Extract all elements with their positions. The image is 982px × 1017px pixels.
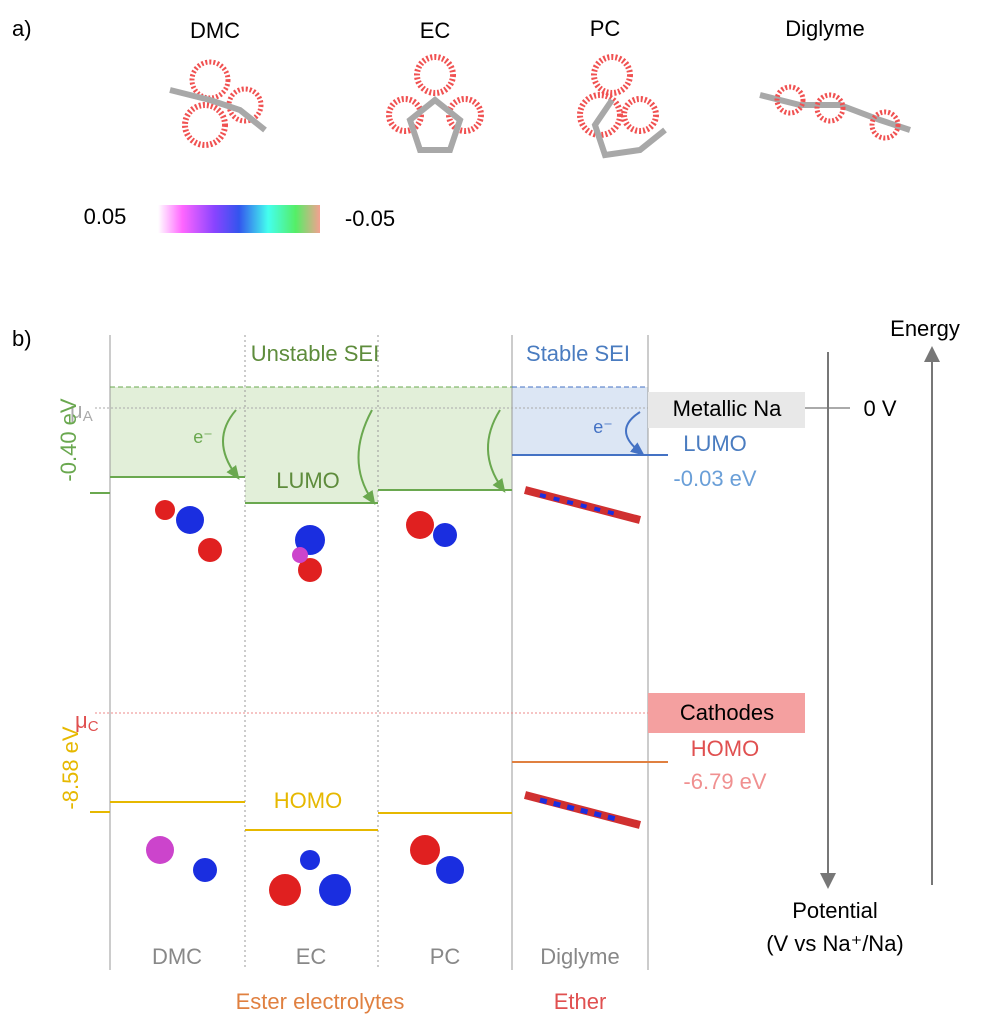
molecule-name: PC <box>590 16 621 41</box>
shape <box>410 835 440 865</box>
shape <box>222 409 240 480</box>
shape <box>182 102 228 148</box>
shape <box>269 874 301 906</box>
shape <box>155 500 175 520</box>
lumo-levels <box>90 476 512 504</box>
lumo-value: -0.03 eV <box>673 466 756 491</box>
metallic-na: Metallic Na <box>673 396 783 421</box>
energy-label: Energy <box>890 316 960 341</box>
zero-v: 0 V <box>863 396 896 421</box>
shape <box>292 547 308 563</box>
shape <box>146 836 174 864</box>
lumo-label: LUMO <box>683 431 747 456</box>
shape <box>591 54 633 96</box>
shape <box>814 92 846 124</box>
shape <box>406 96 464 153</box>
shade <box>110 387 245 477</box>
level-value: -0.40 eV <box>56 398 81 481</box>
colorbar-min: -0.05 <box>345 206 395 231</box>
shape <box>189 59 231 101</box>
column-label: Diglyme <box>540 944 619 969</box>
shape: A <box>83 408 93 425</box>
shape <box>487 409 506 493</box>
orbital-molecules <box>146 486 642 906</box>
colorbar-max: 0.05 <box>84 204 127 229</box>
shape <box>577 92 623 138</box>
esp-molecules <box>169 54 911 159</box>
molecule-name: EC <box>420 18 451 43</box>
potential-label: (V vs Na⁺/Na) <box>766 931 904 956</box>
shape <box>169 87 267 133</box>
group-label: Ether <box>554 989 607 1014</box>
column-label: PC <box>430 944 461 969</box>
electron-arrows <box>222 409 506 505</box>
level-value: -8.58 eV <box>58 726 83 809</box>
mu-c: μC <box>75 708 99 735</box>
homo-label: HOMO <box>691 736 759 761</box>
molecule-name: Diglyme <box>785 16 864 41</box>
panel-label: a) <box>12 16 32 41</box>
shape <box>300 850 320 870</box>
electron-arrow <box>625 411 645 456</box>
homo-value: -6.79 eV <box>683 769 766 794</box>
shape <box>869 109 901 141</box>
metallic-na-box <box>648 392 805 428</box>
column-label: DMC <box>152 944 202 969</box>
mu-a: μA <box>70 398 93 425</box>
shape <box>198 538 222 562</box>
lumo-label: LUMO <box>276 468 340 493</box>
shape <box>357 409 376 505</box>
shade <box>245 387 378 503</box>
shape <box>298 558 322 582</box>
shape <box>433 523 457 547</box>
column-label: EC <box>296 944 327 969</box>
potential-label: Potential <box>792 898 878 923</box>
shade <box>512 387 648 455</box>
shape <box>774 84 806 116</box>
electron-label: e⁻ <box>193 427 213 447</box>
shape <box>621 96 659 134</box>
sei-label: Unstable SEI <box>251 341 379 366</box>
electron-label: e⁻ <box>593 417 613 437</box>
shape <box>193 858 217 882</box>
panel-label: b) <box>12 326 32 351</box>
shape <box>406 511 434 539</box>
shade <box>378 387 512 490</box>
cathodes: Cathodes <box>680 700 774 725</box>
shape <box>319 874 351 906</box>
shape <box>591 98 667 159</box>
shape <box>414 54 456 96</box>
shape <box>176 506 204 534</box>
column-dividers <box>109 335 649 970</box>
homo-levels <box>90 801 512 831</box>
shape: μ <box>70 398 83 423</box>
molecule-name: DMC <box>190 18 240 43</box>
shape <box>436 856 464 884</box>
shape <box>759 92 911 133</box>
sei-label: Stable SEI <box>526 341 630 366</box>
group-label: Ester electrolytes <box>236 989 405 1014</box>
homo-label: HOMO <box>274 788 342 813</box>
cathodes-box <box>648 693 805 733</box>
colorbar <box>158 205 320 233</box>
shape: C <box>88 718 99 735</box>
shape: μ <box>75 708 88 733</box>
